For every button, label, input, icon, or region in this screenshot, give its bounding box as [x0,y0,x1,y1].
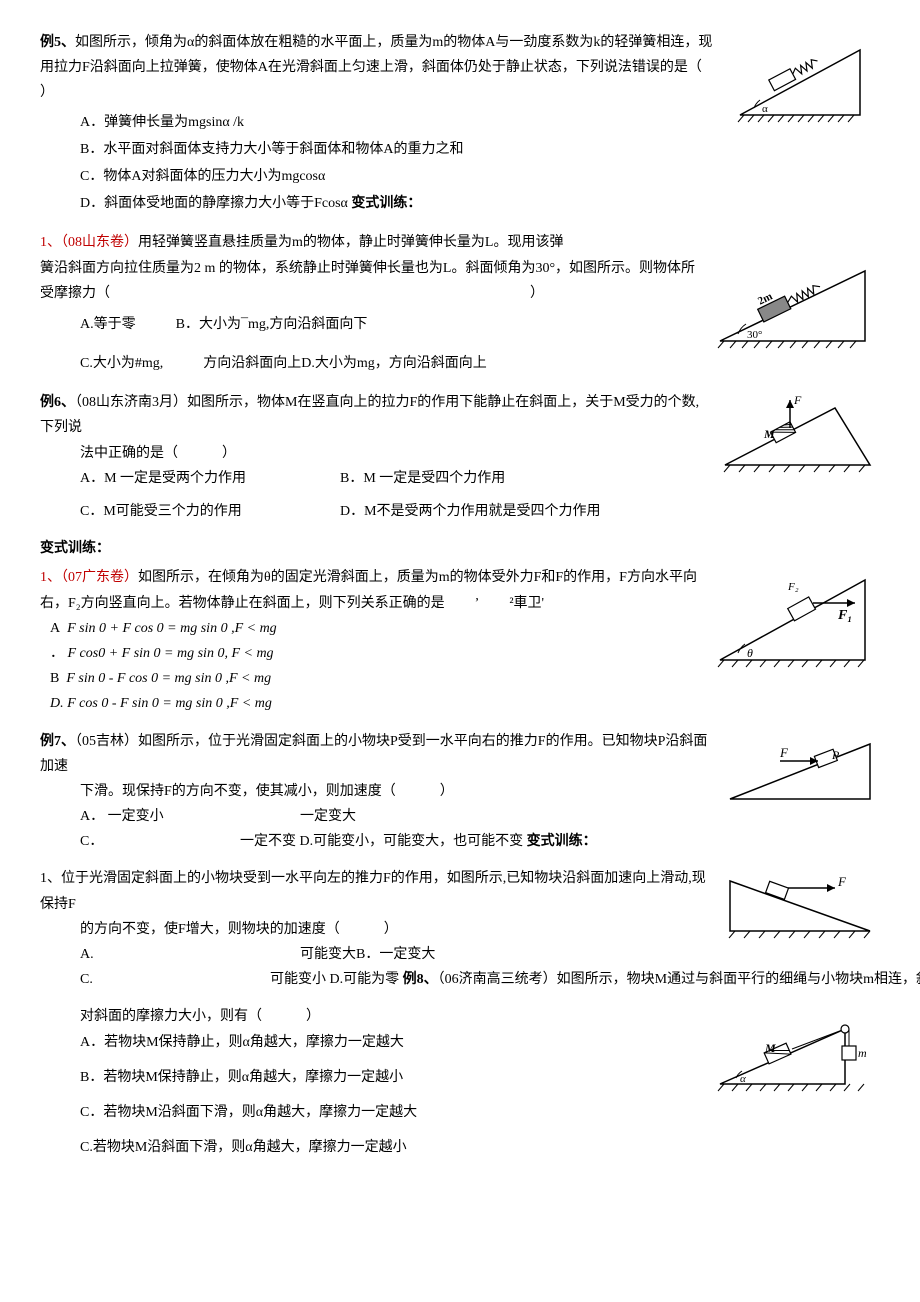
row-p7v1-c: C. 可能变小 D.可能为零 例8、（06济南高三统考）如图所示，物块M通过与斜… [40,967,880,992]
opt-p5v1-c: C.大小为#mg, [80,351,163,376]
opt-p7-a2: 一定变大 [300,804,356,829]
row-p6-cd: C．M可能受三个力的作用 D．M不是受两个力作用就是受四个力作用 [40,499,880,524]
row-p5v1-ab: A.等于零 B．大小为¯mg,方向沿斜面向下 [40,312,700,337]
figure-p7v1: F [720,866,880,941]
f-label-p7: F [779,745,789,760]
angle30-label: 30° [747,329,762,341]
opt-p7v1-a2: 可能变大B．一定变大 [300,942,435,967]
opt-p5-d: D．斜面体受地面的静摩擦力大小等于Fcosα 变式训练： [80,191,880,216]
label-p7: 例7、 [40,734,75,749]
stem-text-p8: 如图所示，物块M通过与斜面平行的细绳与小物块m相连，斜面的倾角α可以改变，讨论物… [557,972,920,987]
opt-p7-c2: 一定不变 D.可能变小，可能变大，也可能不变 变式训练： [240,829,597,854]
source-p8: （06济南高三统考） [438,972,557,987]
opt-p7v1-c: C. [80,967,230,992]
theta-label: θ [747,646,753,660]
source-p6v1: （07广东卷） [61,570,138,585]
row-p7-a: A． 一定变小 一定变大 [40,804,710,829]
label-p5: 例5、 [40,35,75,50]
source-p5v1: （08山东卷） [61,235,138,250]
opt-p7v1-c2: 可能变小 D.可能为零 例8、（06济南高三统考）如图所示，物块M通过与斜面平行… [270,967,920,992]
figure-p8: M m α [710,1004,880,1099]
p-label-p7: P [831,748,840,762]
var-title-p6: 变式训练： [40,536,880,561]
label-p6v1: 1、 [40,570,61,585]
stem-text-p7: 如图所示，位于光滑固定斜面上的小物块P受到一水平向右的推力F的作用。已知物块P沿… [40,734,707,774]
opt-p5v1-a: A.等于零 [80,312,136,337]
stem-p5v1-l1: 1、（08山东卷）用轻弹簧竖直悬挂质量为m的物体，静止时弹簧伸长量为L。现用该弹 [40,230,880,255]
row-p6-ab: A．M 一定是受两个力作用 B．M 一定是受四个力作用 [40,466,710,491]
label-p5v1: 1、 [40,235,61,250]
opt-p5-b: B．水平面对斜面体支持力大小等于斜面体和物体A的重力之和 [80,137,880,162]
source-p7: （05吉林） [75,734,138,749]
opt-p8-d: C.若物块M沿斜面下滑，则α角越大，摩擦力一定越小 [80,1135,880,1160]
problem-7v1: F 1、位于光滑固定斜面上的小物块受到一水平向左的推力F的作用，如图所示,已知物… [40,866,880,992]
opt-p5v1-c2: 方向沿斜面向上D.大小为mg，方向沿斜面向上 [203,351,487,376]
stem-text-p5: 如图所示，倾角为α的斜面体放在粗糙的水平面上，质量为m的物体A与一劲度系数为k的… [40,35,712,75]
source-p6: （08山东济南3月） [75,395,187,410]
figure-p5: α [730,30,880,130]
opt-p5v1-b: B．大小为¯mg,方向沿斜面向下 [176,312,368,337]
row-p5v1-cd: C.大小为#mg, 方向沿斜面向上D.大小为mg，方向沿斜面向上 [40,351,700,376]
f-label-p6: F [793,393,802,407]
opt-p7-c: C． [80,829,200,854]
label-p6: 例6、 [40,395,75,410]
opt-p7v1-a: A. [80,942,260,967]
label-p8: 例8、 [403,972,438,987]
opt-p8-c: C．若物块M沿斜面下滑，则α角越大，摩擦力一定越大 [80,1100,880,1125]
m-label-p6: M [763,427,775,441]
problem-6: F M 例6、（08山东济南3月）如图所示，物体M在竖直向上的拉力F的作用下能静… [40,390,880,524]
problem-6v1: F₁ F₂ θ 1、（07广东卷）如图所示，在倾角为θ的固定光滑斜面上，质量为m… [40,565,880,716]
problem-8: M m α 对斜面的摩擦力大小，则有（ ） A．若物块M保持静止，则α角越大，摩… [40,1004,880,1162]
opt-p6-a: A．M 一定是受两个力作用 [80,466,300,491]
row-p7-c: C． 一定不变 D.可能变小，可能变大，也可能不变 变式训练： [40,829,880,854]
opt-p7-a: A． 一定变小 [80,804,260,829]
problem-7: F P 例7、（05吉林）如图所示，位于光滑固定斜面上的小物块P受到一水平向右的… [40,729,880,855]
stem-text-p6v1: 如图所示，在倾角为θ的固定光滑斜面上，质量为m的物体受外力F和F的作用，F方向水… [40,570,697,610]
figure-p6v1: F₁ F₂ θ [710,565,880,675]
f-label-p7v1: F [837,874,847,889]
figure-p7: F P [720,729,880,809]
angle-label: α [762,103,768,115]
f2-label: F₂ [787,581,799,593]
opt-p5-c: C．物体A对斜面体的压力大小为mgcosα [80,164,880,189]
M-label-p8: M [764,1041,776,1055]
problem-5v1: 1、（08山东卷）用轻弹簧竖直悬挂质量为m的物体，静止时弹簧伸长量为L。现用该弹… [40,230,880,376]
problem-5: α 例5、如图所示，倾角为α的斜面体放在粗糙的水平面上，质量为m的物体A与一劲度… [40,30,880,218]
figure-p6: F M [720,390,880,480]
m-label-p8: m [858,1046,867,1060]
f1-label: F₁ [837,608,852,623]
opt-p6v1-d: D. F cos 0 - F sin 0 = mg sin 0 ,F < mg [50,691,880,716]
stem-text-p7v1: 位于光滑固定斜面上的小物块受到一水平向左的推力F的作用，如图所示,已知物块沿斜面… [40,871,706,911]
figure-p5v1: 2m 30° [710,256,880,356]
stem1-p5v1: 用轻弹簧竖直悬挂质量为m的物体，静止时弹簧伸长量为L。现用该弹 [138,235,563,250]
stem-end-p5: ） [40,85,54,100]
opt-p6-c: C．M可能受三个力的作用 [80,499,300,524]
alpha-label-p8: α [740,1073,746,1085]
opt-p6-d: D．M不是受两个力作用就是受四个力作用 [340,499,601,524]
row-p7v1-a: A. 可能变大B．一定变大 [40,942,710,967]
label-p7v1: 1、 [40,871,61,886]
opt-p6-b: B．M 一定是受四个力作用 [340,466,505,491]
